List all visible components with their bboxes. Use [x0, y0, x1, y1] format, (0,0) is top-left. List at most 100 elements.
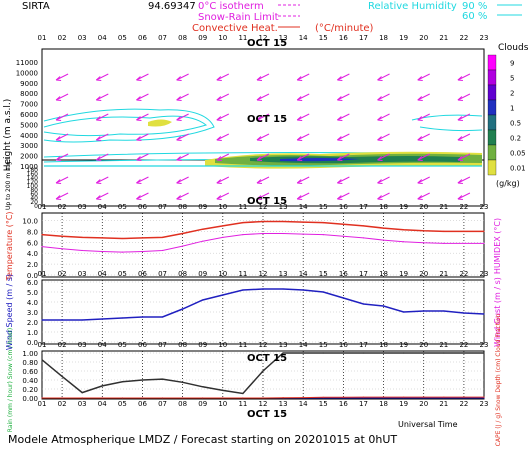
hour-tick-label: 23 [480, 341, 489, 349]
data-point [202, 386, 204, 388]
hour-tick-label: 23 [480, 270, 489, 278]
wind-arrow [55, 192, 69, 200]
data-point [81, 319, 83, 321]
hour-tick-label: 11 [238, 341, 247, 349]
hour-tick-label: 07 [158, 341, 167, 349]
wind-arrow-head [337, 195, 343, 200]
data-point [202, 397, 204, 399]
hour-tick-label: 10 [218, 203, 227, 211]
hour-tick-label: 15 [319, 34, 328, 42]
wind-arrow-head [95, 76, 102, 81]
data-point [322, 234, 324, 236]
wind-arrow [176, 176, 189, 184]
data-point [483, 396, 485, 398]
wind-arrow [377, 113, 390, 121]
wind-arrow-head [95, 116, 102, 121]
data-point [121, 251, 123, 253]
data-point [161, 249, 164, 252]
height-axis-title: Height (m a.s.l.) [3, 99, 13, 172]
y-tick-label: 0.20 [22, 386, 38, 394]
data-point [463, 397, 465, 399]
cloud-blob-mid [148, 119, 172, 127]
wind-arrow [55, 133, 69, 141]
wind-arrow-head [296, 116, 303, 121]
date-label-wind: OCT 15 [247, 353, 287, 364]
data-point [403, 397, 405, 399]
data-point [463, 230, 465, 232]
data-point [463, 312, 465, 314]
wind-arrow [176, 153, 189, 161]
data-point [182, 308, 184, 310]
height-tick-label: 10000 [16, 69, 38, 77]
wind-arrow [457, 153, 471, 161]
y-tick-label: 1.00 [22, 350, 38, 358]
hour-tick-label: 20 [419, 34, 428, 42]
hour-tick-label: 01 [38, 270, 47, 278]
cloud-legend-unit: (g/kg) [496, 179, 520, 188]
y-tick-label: 0.40 [22, 377, 38, 385]
wind-arrow-head [377, 195, 383, 200]
wind-arrow [55, 176, 69, 184]
wind-arrow-head [417, 76, 423, 81]
hour-tick-label: 09 [198, 34, 207, 42]
date-label-upper: OCT 15 [247, 114, 287, 125]
data-point [61, 397, 63, 399]
wind-arrow-head [136, 76, 142, 81]
y-tick-label: 10.0 [22, 217, 38, 225]
hour-tick-label: 15 [319, 341, 328, 349]
wind-arrow-head [216, 96, 222, 101]
data-point [282, 352, 284, 354]
date-label-middle: OCT 15 [247, 196, 287, 207]
wind-arrow-head [176, 136, 182, 141]
y-tick-label: 6.0 [27, 239, 38, 247]
wind-arrow [457, 73, 471, 81]
data-point [382, 239, 385, 241]
lower-height-tick-label: 140 [27, 175, 39, 182]
wind-arrow-head [136, 156, 142, 161]
wind-arrow-head [337, 179, 343, 184]
hour-tick-label: 11 [238, 270, 247, 278]
wind-arrow [216, 192, 230, 200]
wind-arrow [457, 176, 471, 184]
data-point [483, 397, 485, 399]
data-point [382, 227, 385, 229]
hour-tick-label: 15 [319, 400, 328, 408]
data-point [322, 222, 324, 224]
wind-arrow-head [55, 76, 62, 81]
data-point [362, 303, 365, 305]
wind-arrow [96, 176, 109, 184]
wind-arrow [96, 93, 109, 101]
hour-tick-label: 06 [138, 203, 147, 211]
hour-tick-label: 14 [299, 270, 308, 278]
wind-arrow-head [216, 136, 222, 141]
hour-tick-label: 22 [459, 400, 468, 408]
data-point [202, 299, 204, 301]
hour-tick-label: 01 [38, 400, 47, 408]
data-point [262, 220, 264, 223]
hour-tick-label: 02 [58, 203, 67, 211]
wind-arrow [176, 93, 189, 101]
data-point [342, 352, 344, 354]
wind-arrow-head [337, 136, 343, 141]
hour-tick-label: 19 [399, 341, 408, 349]
hour-tick-label: 03 [78, 400, 87, 408]
hour-tick-label: 18 [379, 34, 388, 42]
hour-tick-label: 22 [459, 203, 468, 211]
data-point [262, 288, 264, 290]
rh-90-label: 90 % [462, 1, 487, 12]
data-point [222, 236, 224, 238]
lower-height-tick-label: 80 [30, 187, 38, 194]
cloud-legend-tick: 0.2 [510, 135, 521, 143]
wind-arrow-head [417, 179, 423, 184]
wind-arrow [136, 73, 149, 81]
cloud-legend-tick: 0.5 [510, 120, 521, 128]
wind-arrow-head [55, 96, 62, 101]
data-point [423, 242, 425, 244]
data-point [443, 397, 445, 399]
wind-arrow-head [296, 76, 303, 81]
data-point [423, 397, 425, 399]
data-point [382, 396, 385, 398]
wind-arrow [377, 192, 390, 200]
lower-height-tick-label: 180 [27, 167, 39, 174]
